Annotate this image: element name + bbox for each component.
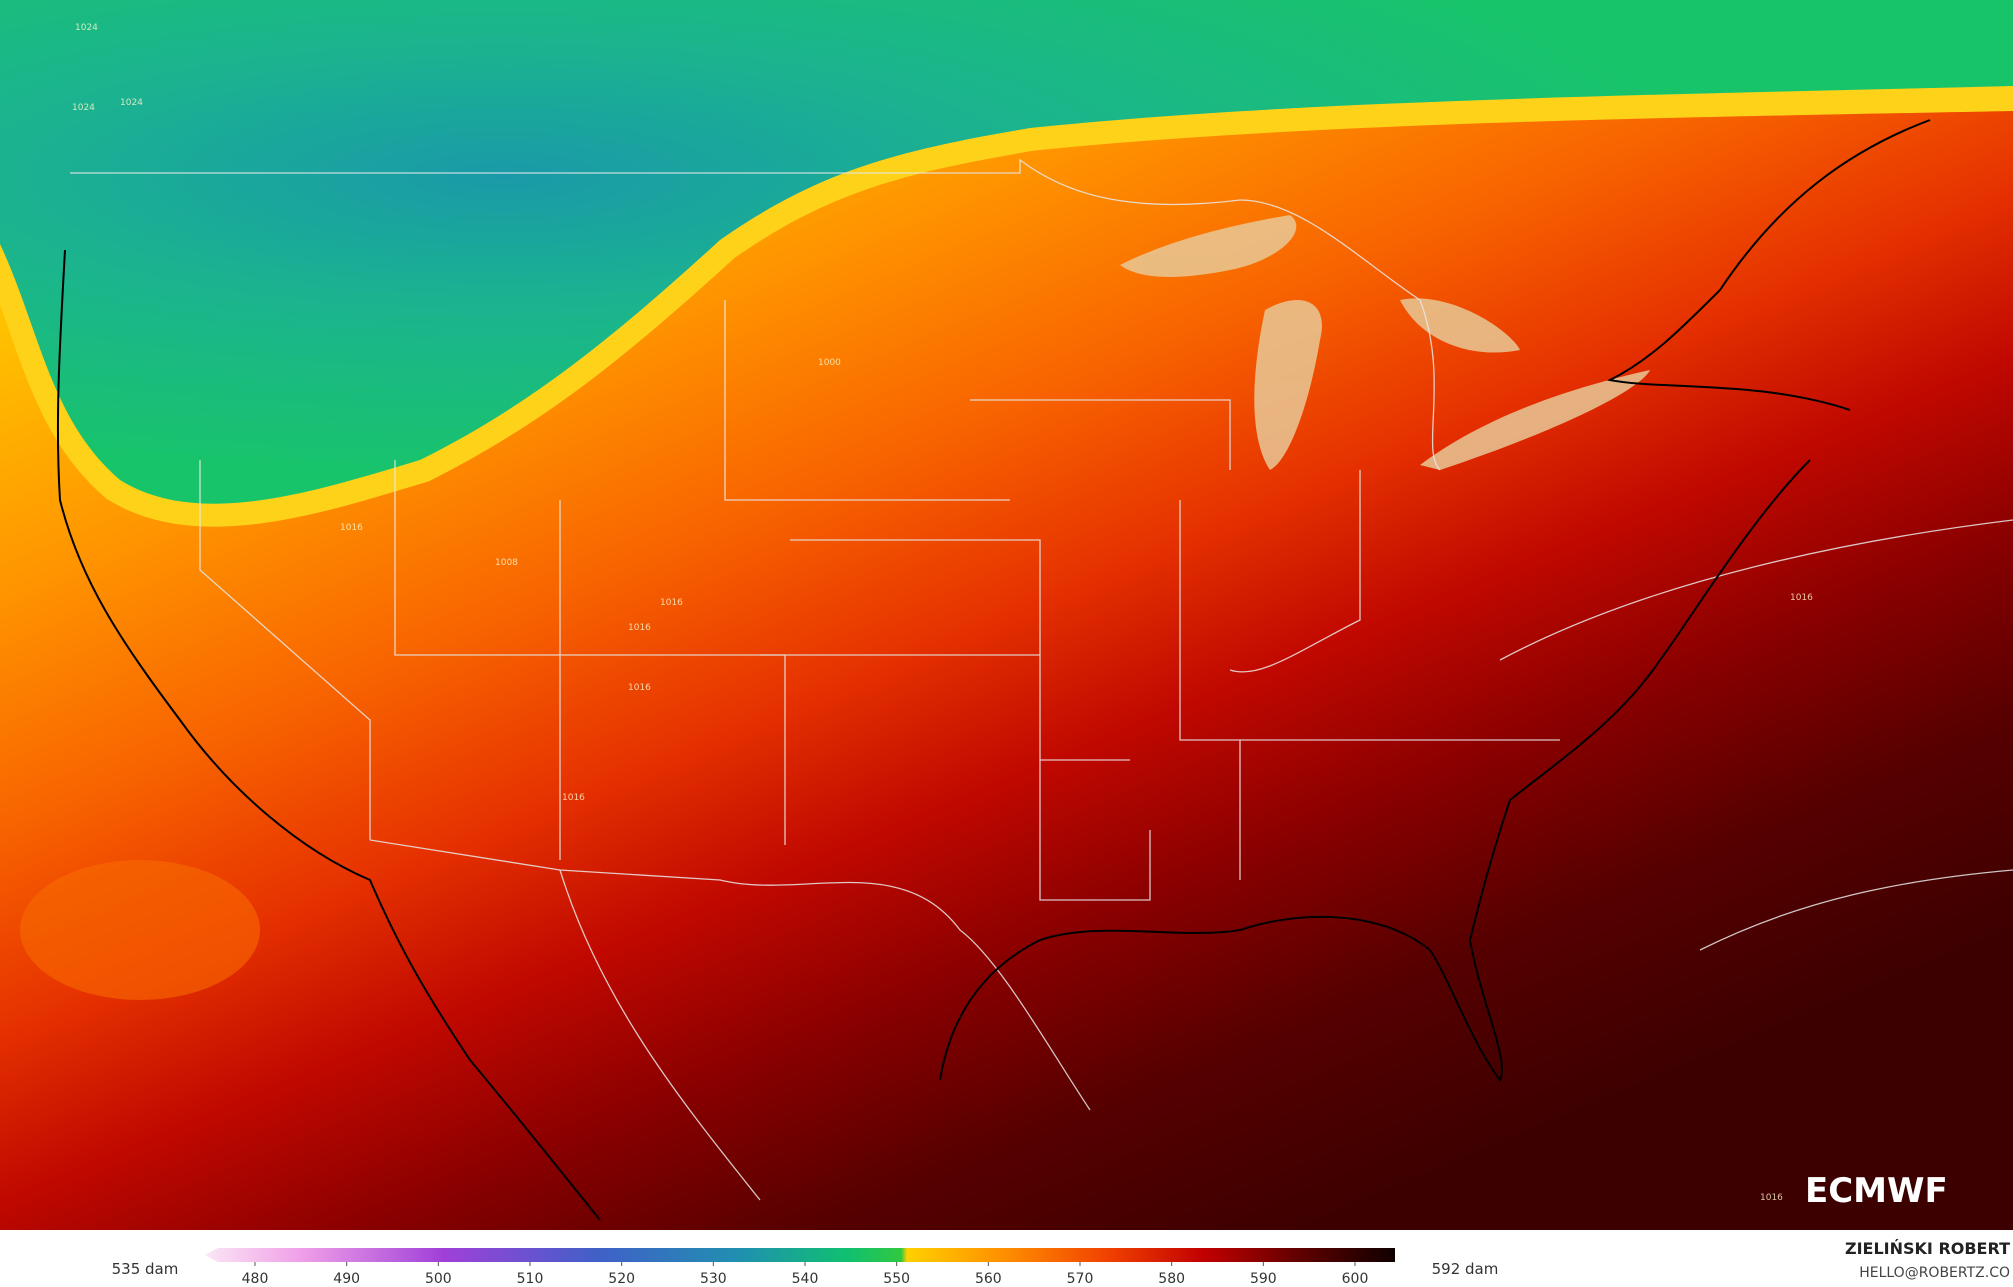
colorbar-bar [205, 1248, 1395, 1262]
cold-air-region [0, 0, 2013, 504]
contour-label: 1016 [562, 793, 585, 803]
contour-label: 1016 [628, 623, 651, 633]
contour-label: 1008 [495, 558, 518, 568]
contour-label: 1016 [1790, 593, 1813, 603]
author: ZIELIŃSKI ROBERT [1845, 1239, 2010, 1258]
colorbar-tick-label: 590 [1250, 1271, 1277, 1287]
contour-label: 1024 [75, 23, 98, 33]
colorbar-tick-label: 600 [1342, 1271, 1369, 1287]
colorbar: 535 dam 592 dam [112, 1248, 1499, 1278]
borders [70, 158, 2013, 1201]
colorbar-tick-label: 500 [425, 1271, 452, 1287]
contour-label: 1024 [120, 98, 143, 108]
colorbar-tick-label: 570 [1067, 1271, 1094, 1287]
colorbar-tick-label: 520 [608, 1271, 635, 1287]
colorbar-tick-label: 540 [792, 1271, 819, 1287]
contour-label: 1016 [340, 523, 363, 533]
colorbar-tick-label: 550 [883, 1271, 910, 1287]
great-lakes [1120, 215, 1650, 470]
colorbar-tick-label: 580 [1158, 1271, 1185, 1287]
colorbar-tick-label: 490 [333, 1271, 360, 1287]
contour-label: 1016 [1760, 1193, 1783, 1203]
logo: ECMWF [1805, 1171, 1948, 1211]
colorbar-tick-label: 560 [975, 1271, 1002, 1287]
contour-label: 1000 [818, 358, 841, 368]
colorbar-tick-label: 530 [700, 1271, 727, 1287]
contour-label: 1016 [628, 683, 651, 693]
colorbar-tick-label: 480 [242, 1271, 269, 1287]
coastline [56, 119, 1931, 1221]
map: ECMWF [0, 0, 2013, 1230]
contour-label: 1016 [660, 598, 683, 608]
colorbar-tick-label: 510 [517, 1271, 544, 1287]
colorbar-max-label: 592 dam [1432, 1260, 1499, 1278]
field-region [20, 860, 260, 1000]
contour-label: 1024 [72, 103, 95, 113]
colorbar-min-label: 535 dam [112, 1260, 179, 1278]
contact: HELLO@ROBERTZ.CO [1859, 1265, 2010, 1281]
